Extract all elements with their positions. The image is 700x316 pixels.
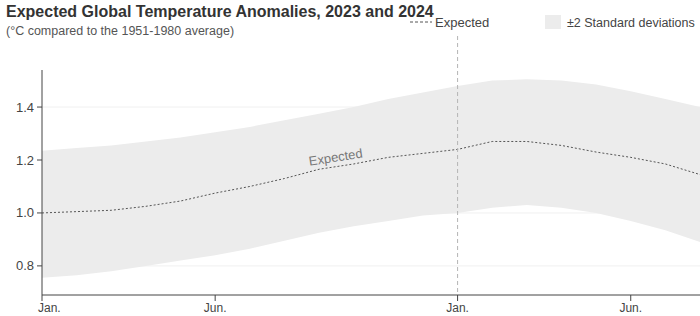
y-tick xyxy=(37,265,42,266)
x-tick-label: Jan. xyxy=(446,301,469,315)
x-tick-label: Jun. xyxy=(204,301,227,315)
y-axis xyxy=(42,70,43,295)
subtitle: (°C compared to the 1951-1980 average) xyxy=(6,24,234,38)
title: Expected Global Temperature Anomalies, 2… xyxy=(6,3,434,20)
y-tick xyxy=(37,107,42,108)
expected-line xyxy=(42,141,700,212)
x-tick-label: Jun. xyxy=(619,301,642,315)
x-tick-label: Jan. xyxy=(38,301,61,315)
y-tick-label: 0.8 xyxy=(16,258,34,273)
legend-swatch xyxy=(545,15,561,29)
x-axis xyxy=(42,295,700,296)
reference-line xyxy=(457,36,458,295)
y-tick xyxy=(37,160,42,161)
legend-label: ±2 Standard deviations xyxy=(567,16,695,30)
y-tick-label: 1.4 xyxy=(16,100,34,115)
std-band xyxy=(42,79,700,278)
plot-area xyxy=(42,79,700,278)
y-tick-label: 1.0 xyxy=(16,205,34,220)
y-tick-label: 1.2 xyxy=(16,153,34,168)
legend-label: Expected xyxy=(435,15,489,30)
y-tick xyxy=(37,212,42,213)
chart: Expected Global Temperature Anomalies, 2… xyxy=(0,0,700,316)
legend-swatch xyxy=(410,22,432,23)
annotation: Expected xyxy=(308,146,364,169)
